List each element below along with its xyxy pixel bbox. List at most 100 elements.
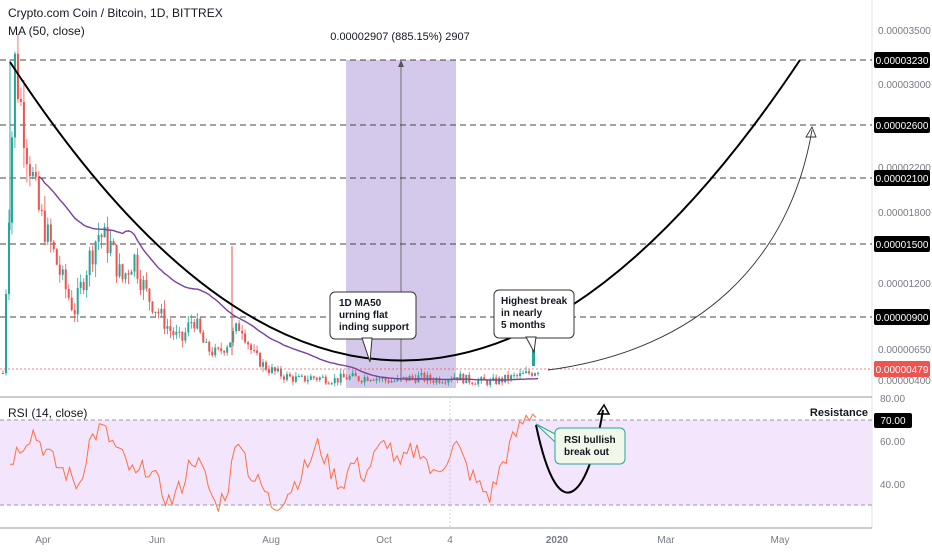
- level-text-1: 0.00002600: [876, 121, 929, 132]
- candle-body-163: [489, 380, 492, 385]
- candle-body-26: [79, 281, 82, 289]
- level-text-4: 0.00000900: [876, 313, 929, 324]
- current-price-text: 0.00000479: [876, 365, 929, 376]
- callout-break: Highest break in nearly 5 months: [493, 289, 575, 354]
- candle-body-82: [247, 342, 250, 345]
- candle-body-9: [28, 164, 31, 177]
- rsi-indicator-label: RSI (14, close): [8, 406, 88, 420]
- candle-body-134: [402, 376, 405, 378]
- callout-ma50-line1: 1D MA50: [339, 298, 382, 309]
- ma-indicator-label: MA (50, close): [8, 24, 85, 38]
- rsi-axis-ticks: 80.00 60.00 40.00 70.00: [874, 394, 912, 491]
- candle-body-41: [124, 273, 127, 280]
- candle-body-36: [109, 240, 112, 254]
- time-tick-5: 2020: [546, 535, 569, 546]
- candle-body-95: [285, 374, 288, 380]
- candle-body-168: [504, 374, 507, 383]
- candle-body-118: [354, 373, 357, 377]
- candle-body-142: [426, 375, 429, 382]
- candle-body-116: [348, 376, 351, 380]
- candle-body-38: [115, 244, 118, 277]
- candle-body-60: [181, 331, 184, 341]
- candle-body-25: [76, 288, 79, 315]
- candle-body-114: [342, 373, 345, 378]
- candle-body-29: [88, 250, 91, 276]
- candle-body-76: [229, 342, 232, 348]
- candle-body-73: [220, 348, 223, 351]
- candle-body-79: [238, 323, 241, 331]
- candle-body-81: [244, 333, 247, 343]
- rsi-projection-head: [596, 403, 611, 415]
- candle-body-97: [291, 376, 294, 382]
- candle-body-107: [321, 376, 324, 378]
- candle-body-54: [163, 308, 166, 329]
- candle-body-115: [345, 377, 348, 380]
- price-tick-2: 0.00002200: [878, 163, 931, 174]
- level-text-2: 0.00002100: [876, 174, 929, 185]
- candle-body-132: [396, 378, 399, 382]
- candle-body-72: [217, 347, 220, 349]
- candle-body-157: [471, 382, 474, 384]
- candle-body-129: [387, 380, 390, 383]
- candle-body-75: [226, 347, 229, 353]
- candle-body-8: [25, 148, 28, 165]
- candle-body-16: [49, 224, 52, 242]
- candle-body-103: [309, 376, 312, 380]
- time-tick-4: 4: [447, 535, 453, 546]
- price-tick-6: 0.00000400: [878, 376, 931, 387]
- candle-body-93: [279, 368, 282, 377]
- candle-body-63: [190, 322, 193, 324]
- candle-body-15: [46, 224, 49, 242]
- level-text-3: 0.00001500: [876, 240, 929, 251]
- candle-body-120: [360, 380, 363, 383]
- candle-body-104: [312, 376, 315, 378]
- candle-body-17: [52, 241, 55, 250]
- level-box-1: [874, 117, 930, 133]
- candle-body-92: [276, 368, 279, 372]
- candle-body-74: [223, 350, 226, 353]
- candle-body-125: [375, 378, 378, 381]
- candle-body-143: [429, 375, 432, 381]
- candle-body-175: [525, 371, 528, 374]
- price-tick-5: 0.00000650: [878, 345, 931, 356]
- rsi-70-box: [874, 413, 912, 428]
- candle-body-58: [175, 331, 178, 335]
- candle-body-30: [91, 250, 94, 265]
- candle-body-83: [250, 344, 253, 351]
- candle-body-102: [306, 379, 309, 382]
- candle-body-113: [339, 373, 342, 383]
- candle-body-13: [40, 209, 43, 211]
- callout-ma50-box: [329, 291, 417, 340]
- candle-body-67: [202, 332, 205, 343]
- candle-body-149: [447, 379, 450, 383]
- candle-body-122: [366, 377, 369, 381]
- ma50-line: [38, 175, 539, 381]
- candle-body-111: [333, 378, 336, 384]
- callout-rsi-box: [554, 427, 626, 465]
- candle-body-153: [459, 373, 462, 381]
- candle-break: [532, 348, 535, 366]
- candle-body-66: [199, 318, 202, 333]
- time-tick-1: Jun: [149, 535, 165, 546]
- candle-body-100: [300, 375, 303, 377]
- candle-body-166: [498, 377, 501, 384]
- callout-rsi-line2: break out: [564, 447, 610, 458]
- candle-body-57: [172, 331, 175, 335]
- candle-body-19: [58, 264, 61, 275]
- candle-body-98: [294, 376, 297, 382]
- candle-body-99: [297, 376, 300, 378]
- candle-body-141: [423, 372, 426, 382]
- candle-body-144: [432, 380, 435, 383]
- price-axis-strip: [872, 0, 932, 550]
- price-tick-4: 0.00001200: [878, 279, 931, 290]
- level-label-boxes: 0.00003230 0.00002600 0.00002100 0.00001500…: [874, 52, 930, 377]
- level-lines: [0, 59, 872, 318]
- candle-body-94: [282, 376, 285, 380]
- candle-body-3: [10, 137, 13, 223]
- candle-body-89: [268, 369, 271, 373]
- candle-body-128: [384, 377, 387, 381]
- rsi-tick-0: 80.00: [880, 394, 905, 405]
- candle-body-90: [270, 367, 273, 373]
- candle-body-146: [438, 378, 441, 383]
- callout-ma50-line3: inding support: [339, 322, 410, 333]
